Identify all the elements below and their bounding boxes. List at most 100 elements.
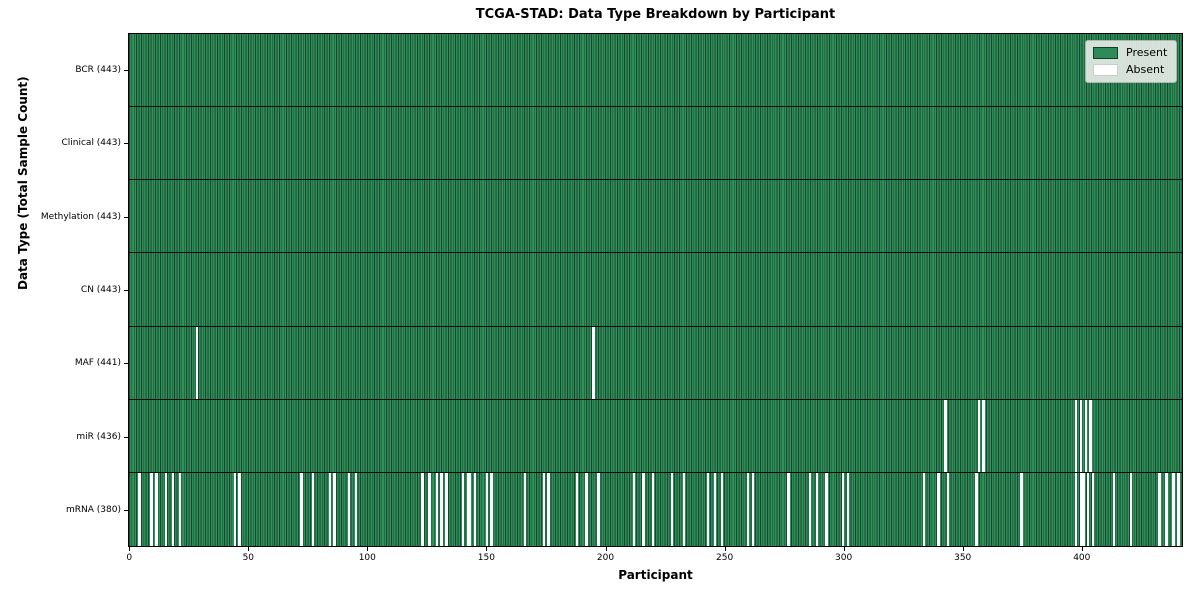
absent-stripe (1158, 472, 1161, 546)
absent-stripe (937, 472, 940, 546)
present-swatch-icon (1093, 47, 1118, 59)
x-tick-label: 350 (954, 553, 972, 563)
absent-stripe (195, 326, 198, 399)
absent-stripe (347, 472, 351, 546)
absent-stripe (651, 472, 655, 546)
absent-stripe (164, 472, 168, 546)
row-Methylation (129, 180, 1182, 254)
absent-stripe (1020, 472, 1023, 546)
x-tick-label: 200 (596, 553, 615, 563)
absent-stripe (473, 472, 477, 546)
absent-stripe (523, 472, 526, 546)
absent-stripe (150, 472, 153, 546)
absent-stripe (946, 472, 950, 546)
absent-stripe (421, 472, 424, 546)
absent-stripe (642, 472, 645, 546)
absent-stripe (440, 472, 443, 546)
x-tick-label: 400 (1073, 553, 1091, 563)
absent-stripe (354, 472, 358, 546)
x-tick-mark (962, 547, 964, 551)
plot-area (128, 33, 1183, 547)
absent-stripe (485, 472, 488, 546)
legend-entry-absent: Absent (1093, 64, 1167, 76)
absent-stripe (445, 472, 448, 546)
absent-stripe (944, 399, 947, 472)
absent-stripe (312, 472, 315, 546)
absent-stripe (1075, 472, 1078, 546)
absent-stripe (1165, 472, 1168, 546)
x-tick-label: 300 (835, 553, 853, 563)
absent-stripe (1172, 472, 1175, 546)
absent-stripe (751, 472, 755, 546)
row-MAF (129, 326, 1182, 400)
x-tick-mark (367, 547, 369, 551)
legend-label-absent: Absent (1126, 63, 1165, 76)
absent-stripe (138, 472, 141, 546)
absent-stripe (1084, 399, 1087, 472)
x-tick-mark (248, 547, 250, 551)
legend-entry-present: Present (1093, 47, 1167, 59)
absent-stripe (706, 472, 709, 546)
absent-stripe (585, 472, 588, 546)
absent-stripe (842, 472, 845, 546)
absent-stripe (155, 472, 158, 546)
x-tick-mark (843, 547, 845, 551)
absent-stripe (1082, 472, 1085, 546)
x-tick-mark (486, 547, 488, 551)
y-tick-label-BCR: BCR (443) (75, 64, 121, 75)
absent-stripe (982, 399, 985, 472)
absent-stripe (808, 472, 812, 546)
x-tick-label: 0 (126, 553, 133, 563)
absent-stripe (178, 472, 182, 546)
y-tick-label-Clinical: Clinical (443) (61, 138, 121, 149)
absent-stripe (846, 472, 850, 546)
absent-stripe (461, 472, 465, 546)
absent-stripe (233, 472, 236, 546)
y-tick-label-mRNA: mRNA (380) (66, 505, 121, 516)
absent-stripe (1089, 399, 1092, 472)
absent-stripe (468, 472, 472, 546)
x-tick-mark (129, 547, 131, 551)
absent-stripe (1091, 472, 1095, 546)
absent-stripe (1086, 472, 1090, 546)
legend-label-present: Present (1126, 46, 1168, 59)
absent-stripe (597, 472, 600, 546)
absent-stripe (1075, 399, 1078, 472)
absent-stripe (825, 472, 828, 546)
absent-stripe (547, 472, 550, 546)
absent-stripe (977, 399, 980, 472)
x-tick-label: 100 (358, 553, 376, 563)
row-mRNA (129, 472, 1182, 546)
row-Clinical (129, 107, 1182, 181)
chart-title: TCGA-STAD: Data Type Breakdown by Partic… (475, 7, 836, 22)
absent-stripe (720, 472, 724, 546)
x-tick-label: 50 (242, 553, 255, 563)
absent-stripe (490, 472, 493, 546)
row-CN (129, 253, 1182, 327)
absent-stripe (787, 472, 790, 546)
x-tick-label: 150 (477, 553, 495, 563)
row-miR (129, 399, 1182, 473)
x-tick-label: 250 (716, 553, 734, 563)
x-tick-mark (605, 547, 607, 551)
absent-stripe (328, 472, 332, 546)
absent-stripe (466, 472, 469, 546)
x-tick-mark (724, 547, 726, 551)
absent-stripe (1113, 472, 1116, 546)
absent-stripe (815, 472, 819, 546)
absent-stripe (592, 326, 595, 399)
absent-stripe (428, 472, 431, 546)
absent-stripe (333, 472, 336, 546)
y-tick-mark (124, 436, 128, 438)
absent-stripe (713, 472, 717, 546)
y-tick-label-CN: CN (443) (80, 285, 121, 295)
y-tick-mark (124, 290, 128, 291)
y-tick-label-MAF: MAF (441) (74, 358, 121, 369)
absent-stripe (1177, 472, 1180, 546)
y-tick-mark (124, 143, 128, 145)
absent-stripe (435, 472, 438, 546)
absent-stripe (682, 472, 686, 546)
absent-stripe (670, 472, 674, 546)
absent-swatch-icon (1093, 64, 1118, 76)
